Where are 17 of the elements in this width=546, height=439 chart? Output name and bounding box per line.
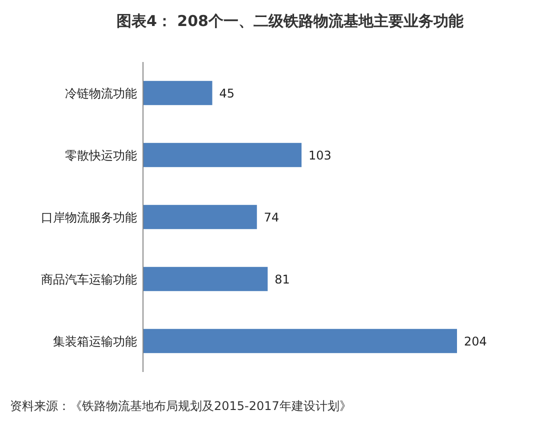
- data-label: 74: [264, 210, 280, 224]
- chart-title: 图表4： 208个一、二级铁路物流基地主要业务功能: [116, 12, 464, 30]
- bar: [143, 80, 212, 106]
- data-label: 103: [308, 148, 332, 162]
- y-tick-label: 商品汽车运输功能: [41, 272, 137, 286]
- y-tick-label: 集装箱运输功能: [53, 334, 137, 348]
- bar: [143, 266, 268, 292]
- bar: [143, 142, 302, 168]
- y-tick-label: 零散快运功能: [65, 148, 137, 162]
- bar: [143, 204, 257, 230]
- data-label: 45: [219, 86, 235, 100]
- bar: [143, 328, 457, 354]
- text: 资料来源：《铁路物流基地布局规划及2015-2017年建设计划》: [10, 399, 352, 413]
- data-label: 204: [464, 334, 487, 348]
- data-label: 81: [274, 272, 290, 286]
- y-tick-label: 冷链物流功能: [65, 86, 137, 100]
- y-tick-label: 口岸物流服务功能: [41, 210, 137, 224]
